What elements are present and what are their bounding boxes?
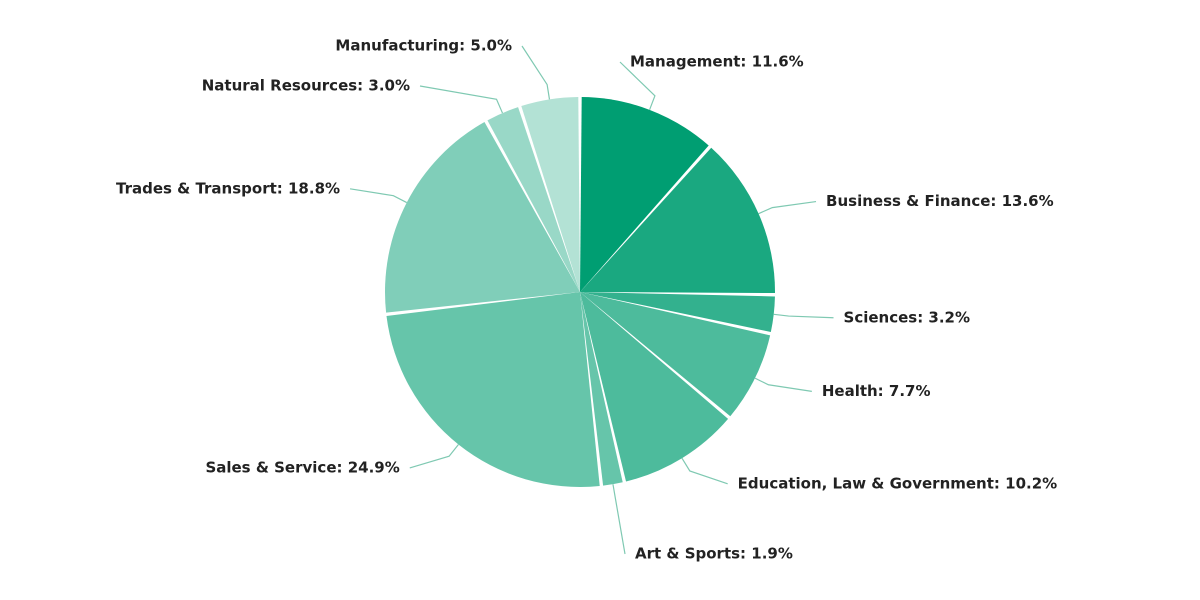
slice-label: Health: 7.7% <box>822 382 931 400</box>
slice-label: Sciences: 3.2% <box>844 308 971 326</box>
pie-chart: Management: 11.6% Business & Finance: 13.… <box>0 0 1200 600</box>
slice-label: Art & Sports: 1.9% <box>635 545 793 563</box>
slice-label: Manufacturing: 5.0% <box>335 37 512 55</box>
slice-label: Business & Finance: 13.6% <box>826 192 1054 210</box>
slice-label: Trades & Transport: 18.8% <box>116 179 340 197</box>
slice-label: Sales & Service: 24.9% <box>205 458 399 476</box>
slice-label: Management: 11.6% <box>630 53 804 71</box>
slice-label: Natural Resources: 3.0% <box>202 77 410 95</box>
slice-label: Education, Law & Government: 10.2% <box>738 474 1058 492</box>
